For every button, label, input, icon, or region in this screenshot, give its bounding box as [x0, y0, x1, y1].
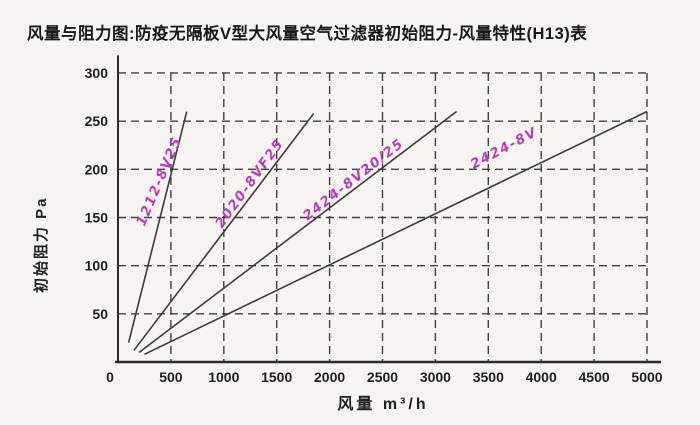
y-tick-label-50: 50: [92, 306, 108, 322]
series-label-1212-8V25: 1212-8V25: [133, 134, 185, 228]
x-tick-label-0: 0: [106, 369, 114, 385]
x-tick-label-1500: 1500: [261, 369, 292, 385]
y-tick-label-200: 200: [85, 161, 109, 177]
x-tick-label-4500: 4500: [579, 369, 610, 385]
y-tick-label-300: 300: [85, 65, 109, 81]
y-tick-label-250: 250: [85, 113, 109, 129]
x-tick-label-500: 500: [159, 369, 183, 385]
series-label-2424-8V20/25: 2424-8V20/25: [300, 136, 407, 225]
y-tick-label-100: 100: [85, 258, 109, 274]
x-tick-label-2500: 2500: [367, 369, 398, 385]
series-line-2424-8V20/25: [138, 110, 458, 354]
series-line-2424-8V: [144, 110, 648, 356]
y-tick-label-150: 150: [85, 209, 109, 225]
chart-title: 风量与阻力图:防疫无隔板V型大风量空气过滤器初始阻力-风量特性(H13)表: [27, 25, 588, 43]
series-line-2020-8VF25: [133, 112, 315, 351]
x-axis-title: 风量 m³/h: [337, 396, 429, 413]
series-label-2424-8V: 2424-8V: [468, 124, 540, 173]
x-tick-label-1000: 1000: [208, 369, 239, 385]
x-tick-label-4000: 4000: [526, 369, 557, 385]
x-tick-label-2000: 2000: [314, 369, 345, 385]
x-tick-label-3500: 3500: [473, 369, 504, 385]
x-tick-label-5000: 5000: [631, 369, 662, 385]
x-tick-label-3000: 3000: [420, 369, 451, 385]
series-line-1212-8V25: [127, 111, 188, 343]
